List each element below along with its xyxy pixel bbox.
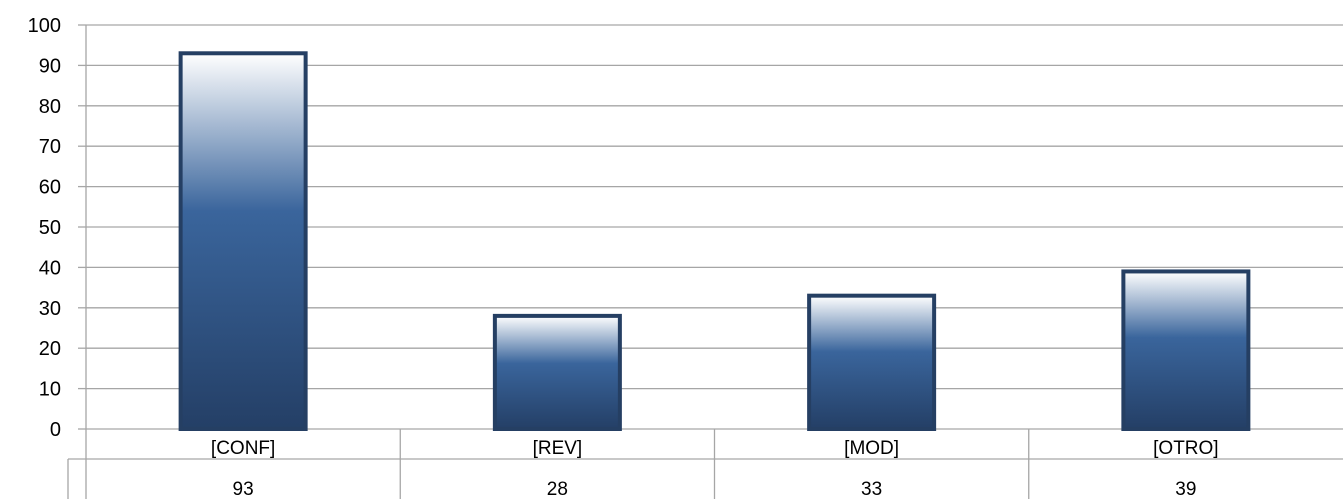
- x-category-label: [CONF]: [211, 438, 275, 459]
- table-value-label: 33: [861, 479, 882, 499]
- y-tick-label: 50: [39, 217, 61, 239]
- y-tick-label: 70: [39, 136, 61, 158]
- bar: [807, 293, 937, 431]
- x-category-label: [REV]: [533, 438, 583, 459]
- bars: [178, 51, 1251, 432]
- y-tick-label: 0: [50, 419, 61, 441]
- y-tick-label: 40: [39, 257, 61, 279]
- bar: [492, 313, 622, 432]
- y-tick-labels: 0 10 20 30 40 50 60 70 80 90 100: [28, 15, 61, 441]
- table-value-label: 39: [1175, 479, 1196, 499]
- table-value-label: 28: [547, 479, 568, 499]
- bar: [178, 51, 308, 431]
- y-tick-label: 30: [39, 298, 61, 320]
- y-tick-label: 20: [39, 338, 61, 360]
- y-tick-label: 10: [39, 379, 61, 401]
- y-tick-label: 60: [39, 177, 61, 199]
- y-tick-label: 100: [28, 15, 61, 37]
- data-table: [CONF] 93 [REV] 28 [MOD] 33 [OTRO] 39: [67, 429, 1343, 499]
- x-category-label: [OTRO]: [1153, 438, 1218, 459]
- bar: [1121, 269, 1251, 431]
- x-category-label: [MOD]: [844, 438, 899, 459]
- y-tick-label: 90: [39, 55, 61, 77]
- y-tick-label: 80: [39, 96, 61, 118]
- table-value-label: 93: [233, 479, 254, 499]
